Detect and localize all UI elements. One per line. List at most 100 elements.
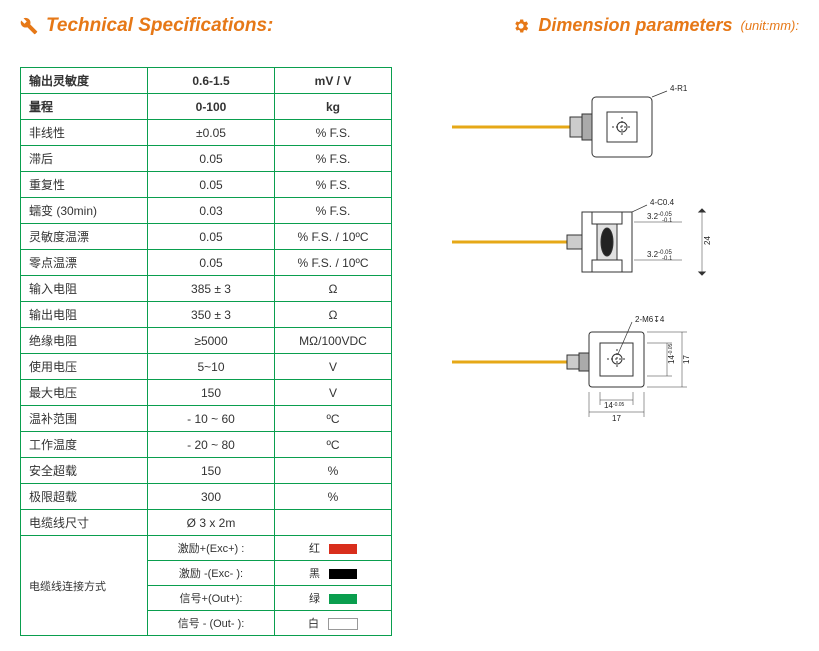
value-cell: 0.05 — [148, 250, 275, 276]
unit-cell: kg — [275, 94, 392, 120]
color-swatch — [329, 544, 357, 554]
table-row: 最大电压150V — [21, 380, 392, 406]
table-row: 绝缘电阻≥5000MΩ/100VDC — [21, 328, 392, 354]
table-row: 灵敏度温漂0.05% F.S. / 10ºC — [21, 224, 392, 250]
table-row: 温补范围- 10 ~ 60ºC — [21, 406, 392, 432]
param-cell: 输出电阻 — [21, 302, 148, 328]
technical-specs-title: Technical Specifications: — [20, 15, 273, 37]
table-row: 输出电阻350 ± 3Ω — [21, 302, 392, 328]
param-cell: 极限超载 — [21, 484, 148, 510]
wiring-label-cell: 电缆线连接方式 — [21, 536, 148, 636]
value-cell: - 20 ~ 80 — [148, 432, 275, 458]
value-cell: Ø 3 x 2m — [148, 510, 275, 536]
param-cell: 使用电压 — [21, 354, 148, 380]
unit-cell: MΩ/100VDC — [275, 328, 392, 354]
unit-cell: ºC — [275, 406, 392, 432]
table-row: 电缆线尺寸Ø 3 x 2m — [21, 510, 392, 536]
label-thread: 2-M6↧4 — [635, 315, 665, 324]
value-cell: - 10 ~ 60 — [148, 406, 275, 432]
unit-cell — [275, 510, 392, 536]
param-cell: 最大电压 — [21, 380, 148, 406]
color-swatch — [328, 618, 358, 630]
unit-cell: % F.S. — [275, 172, 392, 198]
unit-cell: mV / V — [275, 68, 392, 94]
wiring-color-cell: 绿 — [275, 586, 392, 611]
unit-cell: Ω — [275, 276, 392, 302]
gear-icon — [512, 17, 530, 35]
label-inner-v: 14-0.05 — [667, 343, 676, 364]
value-cell: 5~10 — [148, 354, 275, 380]
value-cell: 0.03 — [148, 198, 275, 224]
label-inner-h: 14-0.05 — [604, 401, 625, 410]
dimension-diagrams: 4-R1 4-C0.4 3.2-0.05-0.1 3.2-0.05-0 — [442, 67, 799, 447]
table-row: 极限超载300% — [21, 484, 392, 510]
specifications-table: 输出灵敏度0.6-1.5mV / V量程0-100kg非线性±0.05% F.S… — [20, 67, 392, 636]
unit-cell: % F.S. / 10ºC — [275, 250, 392, 276]
value-cell: 0.05 — [148, 172, 275, 198]
table-row: 零点温漂0.05% F.S. / 10ºC — [21, 250, 392, 276]
unit-cell: % F.S. — [275, 120, 392, 146]
unit-cell: % F.S. / 10ºC — [275, 224, 392, 250]
param-cell: 蠕变 (30min) — [21, 198, 148, 224]
wiring-row: 电缆线连接方式激励+(Exc+) :红 — [21, 536, 392, 561]
unit-cell: ºC — [275, 432, 392, 458]
param-cell: 零点温漂 — [21, 250, 148, 276]
label-chamfer: 4-C0.4 — [650, 198, 675, 207]
param-cell: 绝缘电阻 — [21, 328, 148, 354]
table-row: 输出灵敏度0.6-1.5mV / V — [21, 68, 392, 94]
table-row: 重复性0.05% F.S. — [21, 172, 392, 198]
unit-cell: V — [275, 354, 392, 380]
diagram-top-view: 4-R1 — [452, 67, 712, 177]
table-row: 输入电阻385 ± 3Ω — [21, 276, 392, 302]
table-row: 使用电压5~10V — [21, 354, 392, 380]
value-cell: 150 — [148, 458, 275, 484]
wiring-color-cell: 白 — [275, 611, 392, 636]
param-cell: 温补范围 — [21, 406, 148, 432]
dimension-params-title: Dimension parameters (unit:mm): — [512, 15, 799, 36]
value-cell: 0.6-1.5 — [148, 68, 275, 94]
dim-title-text: Dimension parameters — [538, 15, 732, 36]
label-radius: 4-R1 — [670, 84, 688, 93]
param-cell: 灵敏度温漂 — [21, 224, 148, 250]
param-cell: 电缆线尺寸 — [21, 510, 148, 536]
param-cell: 重复性 — [21, 172, 148, 198]
value-cell: 150 — [148, 380, 275, 406]
unit-cell: % F.S. — [275, 198, 392, 224]
value-cell: ≥5000 — [148, 328, 275, 354]
value-cell: 0.05 — [148, 146, 275, 172]
value-cell: 350 ± 3 — [148, 302, 275, 328]
label-height: 24 — [703, 236, 712, 245]
unit-cell: Ω — [275, 302, 392, 328]
param-cell: 工作温度 — [21, 432, 148, 458]
color-swatch — [329, 569, 357, 579]
wiring-signal-cell: 激励+(Exc+) : — [148, 536, 275, 561]
unit-cell: V — [275, 380, 392, 406]
param-cell: 输入电阻 — [21, 276, 148, 302]
wiring-signal-cell: 信号 - (Out- ): — [148, 611, 275, 636]
param-cell: 非线性 — [21, 120, 148, 146]
param-cell: 输出灵敏度 — [21, 68, 148, 94]
param-cell: 安全超载 — [21, 458, 148, 484]
wiring-color-cell: 黑 — [275, 561, 392, 586]
table-row: 工作温度- 20 ~ 80ºC — [21, 432, 392, 458]
dim-unit-text: (unit:mm): — [741, 18, 800, 33]
value-cell: 0-100 — [148, 94, 275, 120]
spec-title-text: Technical Specifications: — [46, 15, 273, 37]
wiring-signal-cell: 激励 -(Exc- ): — [148, 561, 275, 586]
param-cell: 量程 — [21, 94, 148, 120]
param-cell: 滞后 — [21, 146, 148, 172]
table-row: 蠕变 (30min)0.03% F.S. — [21, 198, 392, 224]
value-cell: 385 ± 3 — [148, 276, 275, 302]
table-row: 非线性±0.05% F.S. — [21, 120, 392, 146]
table-row: 量程0-100kg — [21, 94, 392, 120]
wiring-signal-cell: 信号+(Out+): — [148, 586, 275, 611]
label-outer-h: 17 — [612, 414, 621, 423]
value-cell: ±0.05 — [148, 120, 275, 146]
value-cell: 300 — [148, 484, 275, 510]
unit-cell: % — [275, 484, 392, 510]
table-row: 滞后0.05% F.S. — [21, 146, 392, 172]
wiring-color-cell: 红 — [275, 536, 392, 561]
tools-icon — [20, 17, 38, 35]
table-row: 安全超载150% — [21, 458, 392, 484]
unit-cell: % F.S. — [275, 146, 392, 172]
